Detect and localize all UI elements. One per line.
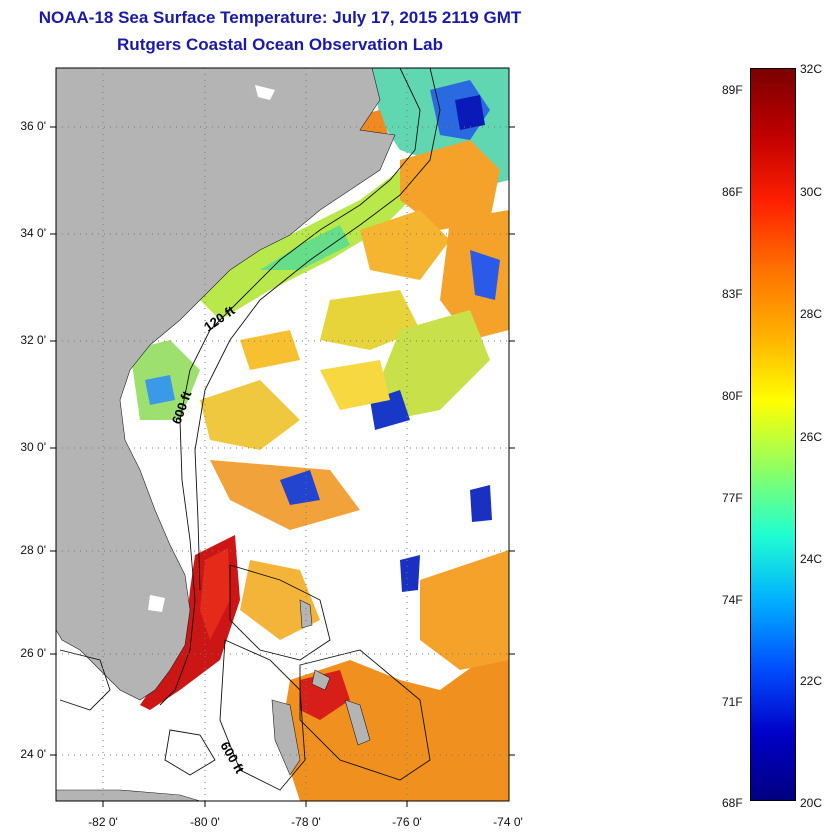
lat-label-30: 30 0' bbox=[20, 440, 46, 454]
colorbar-f-label-68: 68F bbox=[722, 796, 743, 810]
temperature-colorbar bbox=[750, 68, 796, 801]
colorbar-c-label-26: 26C bbox=[800, 430, 823, 444]
lat-label-34: 34 0' bbox=[20, 226, 46, 240]
graticule bbox=[56, 68, 509, 801]
lon-label-82: -82 0' bbox=[88, 815, 118, 829]
lat-label-28: 28 0' bbox=[20, 543, 46, 557]
map-subtitle: Rutgers Coastal Ocean Observation Lab bbox=[117, 35, 443, 54]
colorbar-c-label-28: 28C bbox=[800, 307, 823, 321]
colorbar-f-label-77: 77F bbox=[722, 491, 743, 505]
colorbar-c-label-30: 30C bbox=[800, 185, 823, 199]
colorbar-c-label-24: 24C bbox=[800, 552, 823, 566]
land bbox=[56, 68, 396, 801]
lat-label-32: 32 0' bbox=[20, 333, 46, 347]
lon-label-78: -78 0' bbox=[291, 815, 321, 829]
colorbar-c-label-32: 32C bbox=[800, 62, 823, 76]
colorbar-f-label-71: 71F bbox=[722, 695, 743, 709]
axis-ticks bbox=[50, 126, 515, 807]
lon-label-74: -74 0' bbox=[493, 815, 523, 829]
lat-label-26: 26 0' bbox=[20, 646, 46, 660]
lon-label-80: -80 0' bbox=[190, 815, 220, 829]
lat-label-24: 24 0' bbox=[20, 747, 46, 761]
colorbar-c-label-20: 20C bbox=[800, 796, 823, 810]
lon-label-76: -76 0' bbox=[392, 815, 422, 829]
lat-label-36: 36 0' bbox=[20, 119, 46, 133]
colorbar-f-label-83: 83F bbox=[722, 287, 743, 301]
colorbar-f-label-80: 80F bbox=[722, 389, 743, 403]
map-frame bbox=[55, 67, 510, 802]
depth-contours bbox=[59, 68, 441, 791]
colorbar-f-label-74: 74F bbox=[722, 593, 743, 607]
colorbar-f-label-89: 89F bbox=[722, 83, 743, 97]
map-title: NOAA-18 Sea Surface Temperature: July 17… bbox=[38, 8, 522, 27]
colorbar-f-label-86: 86F bbox=[722, 185, 743, 199]
colorbar-c-label-22: 22C bbox=[800, 674, 823, 688]
